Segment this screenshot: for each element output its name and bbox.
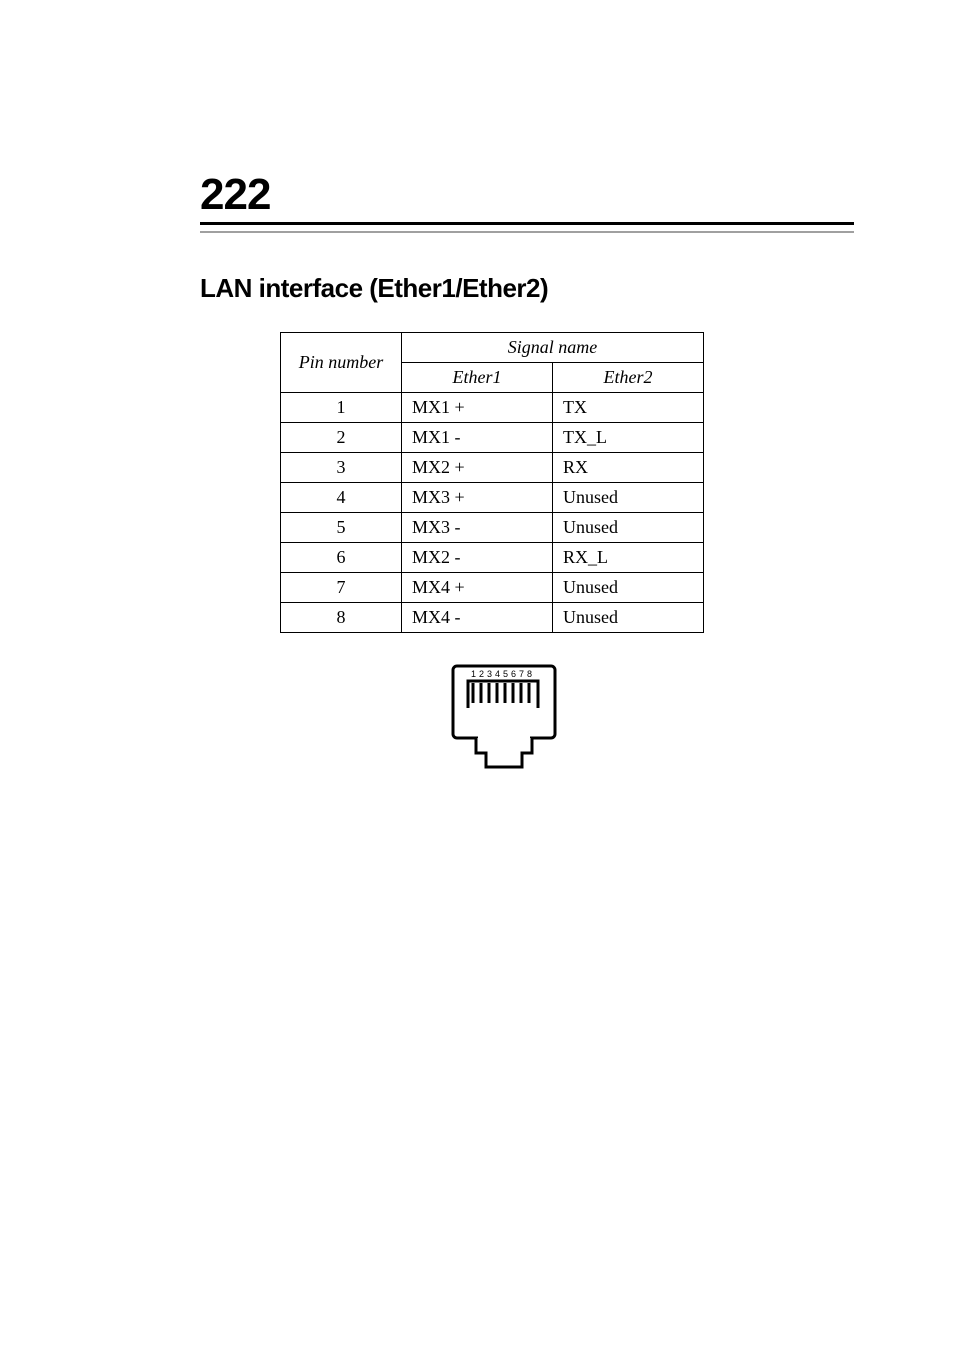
th-ether2: Ether2 <box>553 363 704 393</box>
pin-label: 3 <box>487 669 492 679</box>
th-ether1: Ether1 <box>402 363 553 393</box>
cell-e1: MX4 - <box>402 603 553 633</box>
pin-label: 4 <box>495 669 500 679</box>
cell-e2: Unused <box>553 603 704 633</box>
cell-pin: 4 <box>281 483 402 513</box>
table-row: 2 MX1 - TX_L <box>281 423 704 453</box>
page-number: 222 <box>200 170 854 225</box>
cell-e2: Unused <box>553 573 704 603</box>
pin-label: 8 <box>527 669 532 679</box>
cell-e2: TX <box>553 393 704 423</box>
cell-e2: Unused <box>553 513 704 543</box>
section-heading: LAN interface (Ether1/Ether2) <box>200 273 854 304</box>
cell-pin: 8 <box>281 603 402 633</box>
cell-e1: MX3 - <box>402 513 553 543</box>
cell-e1: MX2 - <box>402 543 553 573</box>
pin-label: 6 <box>511 669 516 679</box>
cell-pin: 7 <box>281 573 402 603</box>
pin-label: 2 <box>479 669 484 679</box>
table-row: 8 MX4 - Unused <box>281 603 704 633</box>
cell-pin: 2 <box>281 423 402 453</box>
cell-e2: Unused <box>553 483 704 513</box>
pin-label: 1 <box>471 669 476 679</box>
rj45-icon: 1 2 3 4 5 6 7 8 <box>450 663 558 773</box>
th-signal: Signal name <box>402 333 704 363</box>
rj45-diagram: 1 2 3 4 5 6 7 8 <box>450 663 854 778</box>
cell-e1: MX3 + <box>402 483 553 513</box>
pin-label: 7 <box>519 669 524 679</box>
table-row: 1 MX1 + TX <box>281 393 704 423</box>
cell-pin: 5 <box>281 513 402 543</box>
cell-pin: 3 <box>281 453 402 483</box>
table-row: 3 MX2 + RX <box>281 453 704 483</box>
cell-e2: TX_L <box>553 423 704 453</box>
table-row: 6 MX2 - RX_L <box>281 543 704 573</box>
header-rule <box>200 231 854 233</box>
table-row: 5 MX3 - Unused <box>281 513 704 543</box>
th-pin: Pin number <box>281 333 402 393</box>
cell-pin: 6 <box>281 543 402 573</box>
pinout-table: Pin number Signal name Ether1 Ether2 1 M… <box>280 332 704 633</box>
cell-pin: 1 <box>281 393 402 423</box>
cell-e2: RX_L <box>553 543 704 573</box>
table-row: 7 MX4 + Unused <box>281 573 704 603</box>
cell-e1: MX2 + <box>402 453 553 483</box>
cell-e1: MX4 + <box>402 573 553 603</box>
cell-e1: MX1 + <box>402 393 553 423</box>
pin-label: 5 <box>503 669 508 679</box>
cell-e2: RX <box>553 453 704 483</box>
table-row: 4 MX3 + Unused <box>281 483 704 513</box>
cell-e1: MX1 - <box>402 423 553 453</box>
